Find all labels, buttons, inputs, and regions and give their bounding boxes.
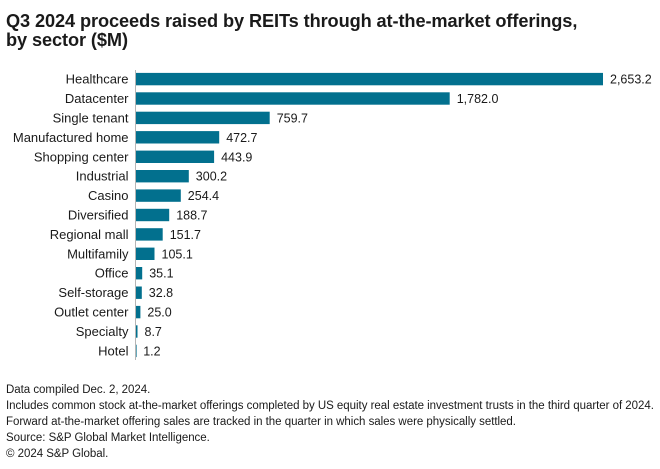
svg-text:2,653.2: 2,653.2 — [610, 73, 652, 87]
svg-text:Multifamily: Multifamily — [67, 246, 129, 261]
svg-text:759.7: 759.7 — [277, 111, 308, 125]
svg-text:1,782.0: 1,782.0 — [457, 92, 499, 106]
svg-text:Specialty: Specialty — [76, 324, 129, 339]
svg-text:Self-storage: Self-storage — [58, 285, 128, 300]
svg-text:Hotel: Hotel — [98, 343, 128, 358]
svg-text:Manufactured home: Manufactured home — [13, 130, 129, 145]
svg-text:1.2: 1.2 — [143, 344, 160, 358]
svg-text:472.7: 472.7 — [226, 131, 257, 145]
svg-text:Office: Office — [95, 266, 129, 281]
svg-text:Casino: Casino — [88, 188, 128, 203]
svg-text:Single tenant: Single tenant — [53, 110, 129, 125]
svg-text:188.7: 188.7 — [176, 209, 207, 223]
svg-text:Industrial: Industrial — [76, 169, 129, 184]
svg-text:300.2: 300.2 — [196, 170, 227, 184]
svg-text:Outlet center: Outlet center — [54, 305, 129, 320]
svg-text:35.1: 35.1 — [149, 267, 173, 281]
svg-text:151.7: 151.7 — [170, 228, 201, 242]
svg-text:254.4: 254.4 — [188, 189, 219, 203]
svg-text:Regional mall: Regional mall — [50, 227, 129, 242]
svg-text:Shopping center: Shopping center — [34, 149, 129, 164]
svg-text:Diversified: Diversified — [68, 208, 129, 223]
svg-text:8.7: 8.7 — [145, 325, 162, 339]
svg-text:Healthcare: Healthcare — [66, 72, 129, 87]
svg-text:32.8: 32.8 — [149, 286, 173, 300]
svg-text:25.0: 25.0 — [147, 306, 171, 320]
svg-text:Datacenter: Datacenter — [65, 91, 129, 106]
svg-text:105.1: 105.1 — [162, 247, 193, 261]
svg-text:443.9: 443.9 — [221, 150, 252, 164]
